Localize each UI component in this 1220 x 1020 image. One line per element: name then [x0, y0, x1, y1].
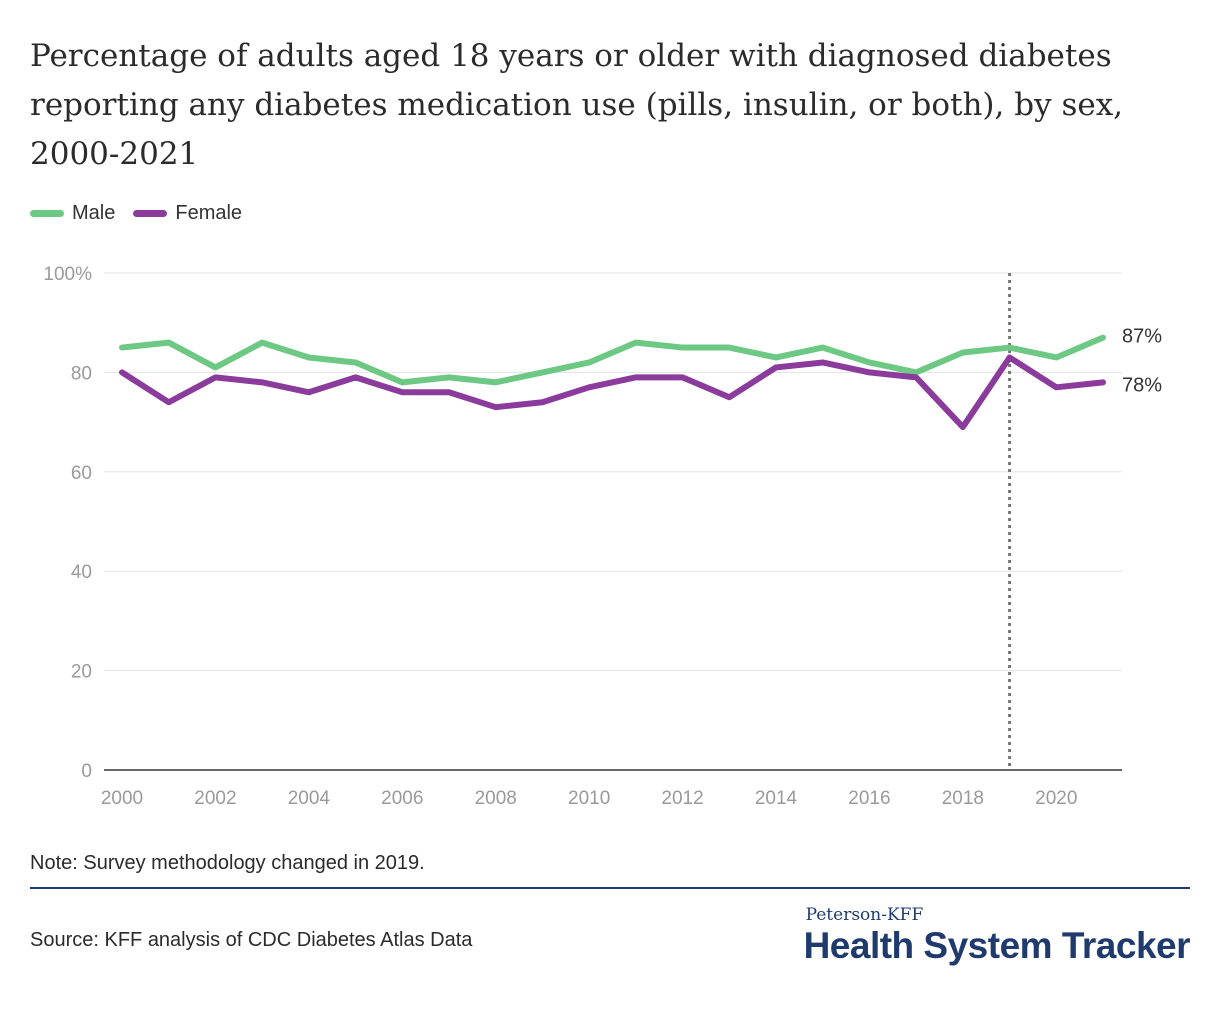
y-tick-label-20: 20: [71, 662, 92, 683]
x-tick-label-2002: 2002: [194, 788, 236, 809]
x-tick-label-2018: 2018: [942, 788, 984, 809]
data-point-female-2020: [1053, 384, 1059, 390]
x-tick-label-2012: 2012: [661, 788, 703, 809]
footer-divider: [30, 887, 1190, 889]
data-point-female-2008: [493, 404, 499, 410]
y-tick-label-0: 0: [81, 761, 92, 782]
series-line-male: [119, 334, 1106, 386]
data-point-male-2008: [493, 379, 499, 385]
x-tick-label-2020: 2020: [1035, 788, 1077, 809]
data-point-female-2002: [212, 374, 218, 380]
legend-label-female: Female: [175, 202, 243, 224]
data-point-male-2015: [820, 345, 826, 351]
data-point-male-2004: [306, 354, 312, 360]
x-tick-label-2006: 2006: [381, 788, 423, 809]
legend: Male Female: [30, 202, 260, 225]
data-point-male-2011: [633, 340, 639, 346]
legend-swatch-female: [133, 210, 168, 217]
series-line-female: [119, 354, 1106, 431]
note-text: Note: Survey methodology changed in 2019…: [30, 852, 425, 874]
y-tick-label-60: 60: [71, 463, 92, 484]
x-tick-label-2004: 2004: [288, 788, 331, 809]
data-point-male-2018: [960, 350, 966, 356]
data-point-female-2000: [119, 369, 125, 375]
data-point-female-2017: [913, 374, 919, 380]
legend-swatch-male: [30, 210, 64, 217]
y-tick-label-80: 80: [71, 363, 92, 384]
source-text: Source: KFF analysis of CDC Diabetes Atl…: [30, 929, 473, 951]
data-point-female-2006: [399, 389, 405, 395]
chart-title: Percentage of adults aged 18 years or ol…: [30, 38, 1124, 172]
data-point-female-2001: [166, 399, 172, 405]
data-point-male-2021: [1100, 335, 1106, 341]
data-point-male-2016: [866, 359, 872, 365]
data-point-male-2000: [119, 345, 125, 351]
data-point-female-2016: [866, 369, 872, 375]
data-point-female-2012: [680, 374, 686, 380]
data-point-female-2009: [539, 399, 545, 405]
data-point-male-2012: [680, 345, 686, 351]
data-point-male-2019: [1007, 345, 1013, 351]
x-tick-label-2016: 2016: [848, 788, 890, 809]
y-tick-label-40: 40: [71, 562, 92, 583]
data-point-female-2018: [960, 424, 966, 430]
x-tick-label-2000: 2000: [101, 788, 143, 809]
data-point-male-2006: [399, 379, 405, 385]
x-tick-label-2008: 2008: [475, 788, 517, 809]
x-tick-label-2010: 2010: [568, 788, 610, 809]
data-point-female-2011: [633, 374, 639, 380]
legend-item-female: Female: [133, 202, 242, 225]
data-point-male-2020: [1053, 354, 1059, 360]
x-tick-label-2014: 2014: [755, 788, 798, 809]
brand-logo: Peterson-KFF Health System Tracker: [803, 905, 1191, 967]
data-point-female-2010: [586, 384, 592, 390]
legend-label-male: Male: [72, 202, 116, 224]
data-point-male-2009: [539, 369, 545, 375]
data-point-male-2013: [726, 345, 732, 351]
data-point-male-2003: [259, 340, 265, 346]
data-point-male-2005: [353, 359, 359, 365]
brand-top-text: Peterson-KFF: [805, 905, 924, 925]
y-tick-label-100: 100%: [43, 264, 92, 285]
data-point-female-2014: [773, 364, 779, 370]
legend-item-male: Male: [30, 202, 115, 225]
brand-main-text: Health System Tracker: [803, 925, 1191, 966]
end-label-female: 78%: [1122, 374, 1162, 396]
data-point-female-2004: [306, 389, 312, 395]
end-label-male: 87%: [1122, 326, 1162, 348]
data-point-male-2007: [446, 374, 452, 380]
data-point-female-2007: [446, 389, 452, 395]
data-point-female-2019: [1007, 354, 1013, 360]
data-point-male-2014: [773, 354, 779, 360]
line-chart: 0 20 40 60 80 100% 2000 2002 2004 2006 2008 2010 201…: [43, 264, 1162, 809]
data-point-female-2021: [1100, 379, 1106, 385]
data-point-female-2015: [820, 359, 826, 365]
data-point-male-2002: [212, 364, 218, 370]
data-point-male-2010: [586, 359, 592, 365]
data-point-female-2005: [353, 374, 359, 380]
data-point-female-2003: [259, 379, 265, 385]
data-point-male-2001: [166, 340, 172, 346]
data-point-female-2013: [726, 394, 732, 400]
